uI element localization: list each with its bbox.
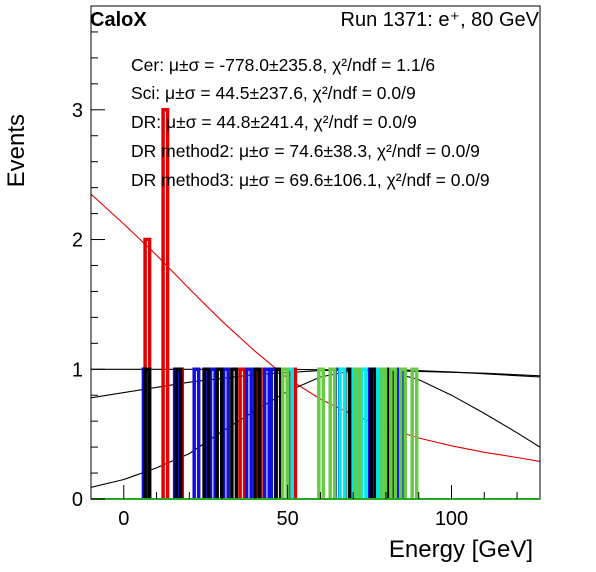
y-tick-label: 0	[72, 489, 83, 511]
fit-curve-0	[91, 193, 540, 462]
bar-dr-1	[174, 367, 183, 499]
bar-dr-0	[143, 367, 152, 499]
legend: Cer: μ±σ = -778.0±235.8, χ²/ndf = 1.1/6 S…	[131, 55, 490, 190]
bar-dr-6	[274, 367, 283, 499]
fit-curves	[91, 193, 540, 488]
bar-dr-method3-5	[389, 367, 398, 499]
bar-dr-method3-3	[353, 367, 362, 499]
axes: 0 50 100 0 1 2 3	[72, 5, 541, 530]
chart-title-left: CaloX	[90, 9, 147, 31]
bar-cer-1	[161, 108, 170, 499]
bar-sci-4	[208, 367, 217, 499]
bar-sci-6	[244, 367, 253, 499]
legend-entry-4: DR method3: μ±σ = 69.6±106.1, χ²/ndf = 0…	[131, 170, 490, 190]
bar-dr-method2-3	[359, 367, 368, 499]
bar-dr-method3-2	[328, 367, 337, 499]
histogram-bars	[141, 108, 419, 499]
x-tick-label: 0	[118, 508, 129, 530]
bar-dr-3	[215, 367, 224, 499]
bar-dr-method3-1	[317, 367, 326, 499]
bar-dr-method3-4	[379, 367, 388, 499]
y-axis-label: Events	[3, 114, 30, 187]
legend-entry-0: Cer: μ±σ = -778.0±235.8, χ²/ndf = 1.1/6	[131, 55, 435, 75]
x-tick-label: 50	[277, 508, 299, 530]
chart-title-right: Run 1371: e⁺, 80 GeV	[341, 9, 540, 31]
bar-dr-4	[230, 367, 239, 499]
bar-dr-method3-0	[280, 367, 289, 499]
bar-sci-5	[221, 367, 230, 499]
y-tick-label: 2	[72, 230, 83, 252]
fit-curve-1	[91, 368, 540, 399]
x-tick-label: 100	[435, 508, 468, 530]
bar-cer-4	[238, 367, 247, 499]
plot-frame	[90, 5, 541, 500]
bar-dr-2	[202, 367, 211, 499]
bar-dr-8	[369, 367, 378, 499]
plot-area	[91, 108, 540, 499]
x-axis-label: Energy [GeV]	[389, 536, 533, 563]
bar-dr-5	[253, 367, 262, 499]
y-tick-label: 1	[72, 359, 83, 381]
bar-sci-2	[192, 367, 201, 499]
bar-dr-method2-1	[338, 367, 347, 499]
y-tick-label: 3	[72, 100, 83, 122]
bar-sci-7	[262, 367, 271, 499]
fit-curve-3	[91, 370, 540, 488]
bar-dr-method3-7	[410, 367, 419, 499]
legend-entry-3: DR method2: μ±σ = 74.6±38.3, χ²/ndf = 0.…	[131, 141, 480, 161]
legend-entry-2: DR: μ±σ = 44.8±241.4, χ²/ndf = 0.0/9	[131, 112, 417, 132]
fit-curve-2	[91, 368, 540, 377]
bar-dr-method3-6	[398, 367, 407, 499]
legend-entry-1: Sci: μ±σ = 44.5±237.6, χ²/ndf = 0.0/9	[131, 83, 416, 103]
